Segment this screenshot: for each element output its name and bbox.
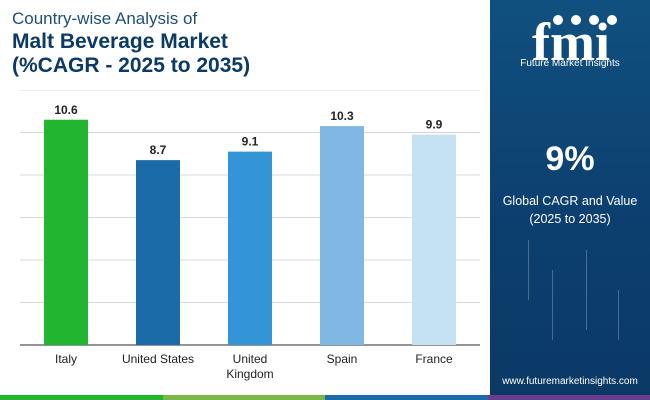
bottom-color-strip [0,395,650,400]
global-cagr-label-line2: (2025 to 2035) [529,212,611,226]
decor-line [586,250,587,330]
global-cagr-label-line1: Global CAGR and Value [502,194,638,208]
chart-icon [589,15,599,25]
x-tick-label: Kingdom [226,367,273,381]
title-block: Country-wise Analysis of Malt Beverage M… [12,8,482,78]
bar [136,160,180,345]
x-tick-label: Spain [327,352,358,366]
globe-icon [553,15,563,25]
fmi-logo: fmi [532,12,617,72]
strip-segment [0,395,163,400]
data-label: 9.9 [426,118,443,132]
global-cagr-value: 9% [545,140,595,178]
chart-title: Malt Beverage Market [12,30,228,53]
data-label: 9.1 [242,135,259,149]
global-cagr-label: Global CAGR and Value (2025 to 2035) [490,192,650,228]
decor-line [528,240,529,300]
website-link[interactable]: www.futuremarketinsights.com [502,376,638,387]
chart-subtitle: Country-wise Analysis of [12,9,198,28]
decor-line [618,290,619,340]
bar [320,126,364,345]
chart-period: (%CAGR - 2025 to 2035) [12,54,251,77]
data-label: 10.6 [54,103,78,117]
bar [44,119,88,345]
x-tick-label: United States [122,352,194,366]
strip-segment [487,395,650,400]
bar [412,134,456,345]
x-tick-label: United [233,352,268,366]
panel-background [490,0,650,400]
data-label: 10.3 [330,109,354,123]
bar-chart: 10.6 Italy 8.7 United States 9.1 UnitedKingdo… [20,90,480,381]
gear-icon [607,15,617,25]
brand-name: Future Market Insights [520,58,620,69]
decor-line [552,270,553,340]
bar [228,151,272,345]
x-tick-label: France [415,352,453,366]
data-label: 8.7 [150,143,167,157]
person-icon [571,15,581,25]
summary-panel: fmi Future Market Insights 9% Global CAG… [490,0,650,400]
strip-segment [162,395,325,400]
x-tick-label: Italy [55,352,77,366]
strip-segment [325,395,488,400]
